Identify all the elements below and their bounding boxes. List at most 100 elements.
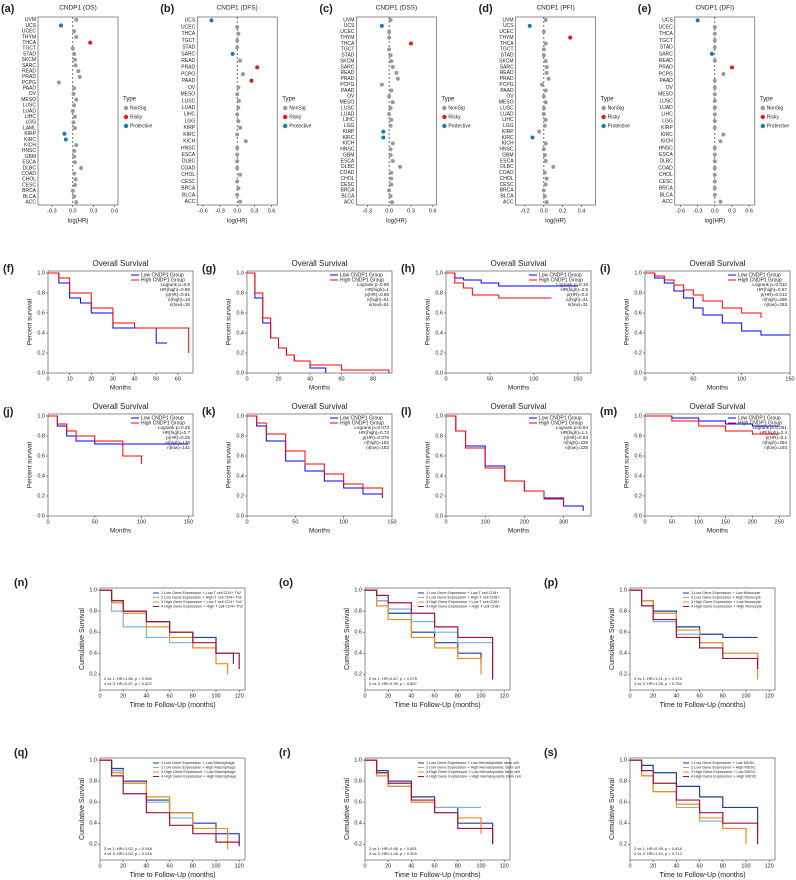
legend-swatch (601, 123, 606, 129)
stat-annotation: Logrank p=0.061 (752, 425, 787, 430)
legend-title: Type (601, 97, 615, 103)
category-label: UVM (25, 17, 36, 23)
y-tick-label: 0.8 (236, 433, 244, 439)
legend-label: Protective (767, 123, 789, 129)
category-label: COAD (22, 171, 37, 177)
y-axis-label: Percent survival (425, 298, 432, 345)
x-tick-label: 120 (235, 863, 244, 869)
category-label: ESCA (659, 152, 673, 158)
hr-point (542, 170, 547, 175)
hr-point (712, 166, 717, 171)
chart-title: Overall Survival (291, 402, 347, 411)
hr-point (712, 186, 717, 191)
x-tick-label: 60 (432, 693, 438, 699)
category-label: KIRC (24, 137, 36, 143)
category-label: PCPG (22, 80, 36, 86)
hr-point (209, 18, 214, 23)
x-tick-label: 40 (132, 376, 138, 382)
x-tick-label: 40 (408, 863, 414, 869)
stat-annotation: HR(high)=2.5 (561, 287, 589, 292)
hr-point (389, 170, 394, 175)
hr-point (72, 160, 77, 165)
x-tick-label: 0 (628, 863, 631, 869)
hr-point (544, 200, 549, 205)
y-tick-label: 0.8 (354, 609, 362, 615)
x-tick-label: 0.6 (429, 208, 437, 214)
category-label: PAAD (500, 88, 514, 94)
category-label: BRCA (340, 188, 355, 194)
panel-label: (n) (14, 577, 28, 589)
plot-frame (246, 270, 393, 374)
category-label: READ (181, 58, 195, 64)
category-label: KIRP (184, 125, 196, 131)
y-tick-label: 0.0 (435, 513, 443, 519)
category-label: DLBC (23, 165, 37, 171)
stat-annotation: n(high)=138 (165, 440, 190, 445)
x-tick-label: 0 (643, 376, 646, 382)
category-label: OV (666, 85, 674, 91)
x-tick-label: 100 (529, 376, 538, 382)
x-tick-label: 30 (110, 376, 116, 382)
x-tick-label: 10 (67, 376, 73, 382)
x-tick-label: 0.6 (745, 208, 753, 214)
category-label: LIHC (25, 114, 37, 120)
stat-annotation: 4 vs 3: HR=0.87, p = 0.622 (104, 681, 153, 686)
stat-annotation: n(high)=258 (762, 297, 787, 302)
hr-point (235, 159, 240, 164)
x-tick-label: 40 (408, 693, 414, 699)
chart-title: Overall Survival (689, 259, 745, 268)
x-tick-label: 20 (385, 693, 391, 699)
x-tick-label: 0 (46, 376, 49, 382)
stat-annotation: HR(high)=2.4 (760, 430, 788, 435)
stat-annotation: HR(high)=1.1 (561, 430, 589, 435)
category-label: KIRC (342, 135, 354, 141)
chart-title: CNDP1 (OS) (59, 5, 97, 12)
category-label: CHOL (659, 172, 673, 178)
hr-point (236, 98, 241, 103)
hr-point (235, 45, 240, 50)
x-axis-label: Time to Follow-Up (months) (659, 702, 745, 709)
hr-point (74, 17, 79, 22)
plot-frame (47, 270, 194, 374)
hr-point (544, 70, 549, 75)
legend-label: NonSig (448, 105, 465, 111)
survival-curve (247, 272, 390, 373)
stat-annotation: Logrank p=0.86 (357, 282, 390, 287)
panel-label: (k) (202, 406, 216, 418)
category-label: DLBC (341, 164, 355, 170)
legend-label: 2 Low Gene Expression + High Hematopoiet… (426, 766, 520, 770)
x-tick-label: 100 (476, 863, 485, 869)
hr-point (712, 85, 717, 90)
x-tick-label: 250 (775, 519, 784, 525)
category-label: UCS (503, 23, 514, 29)
x-tick-label: 0.0 (540, 208, 548, 214)
category-label: PRAD (659, 65, 673, 71)
legend-label: NonSig (130, 105, 147, 111)
hr-point (230, 51, 235, 56)
category-label: TGCT (182, 38, 196, 44)
x-tick-label: 120 (765, 863, 774, 869)
x-tick-label: 40 (673, 863, 679, 869)
survival-curve (446, 415, 565, 506)
category-label: LUSC (23, 103, 37, 109)
hr-point (389, 59, 394, 64)
category-label: CESC (22, 182, 36, 188)
hr-point (712, 145, 717, 150)
x-tick-label: 200 (748, 519, 757, 525)
x-tick-label: 0 (628, 693, 631, 699)
category-label: KIRC (661, 132, 673, 138)
y-tick-label: 1.0 (634, 270, 642, 276)
category-label: UCEC (181, 24, 196, 30)
y-tick-label: 0.2 (236, 350, 244, 356)
legend-label: Low CNDP1 Group (738, 272, 781, 278)
x-axis-label: Months (110, 385, 132, 392)
hr-point (541, 147, 546, 152)
hr-point (729, 65, 734, 70)
chart-title: CNDP1 (DFI) (695, 5, 734, 12)
category-label: BLCA (182, 192, 196, 198)
category-label: COAD (499, 170, 514, 176)
plot-frame (629, 757, 776, 861)
x-tick-label: 20 (650, 863, 656, 869)
category-label: ESCA (341, 158, 355, 164)
category-label: LUSC (341, 105, 355, 111)
